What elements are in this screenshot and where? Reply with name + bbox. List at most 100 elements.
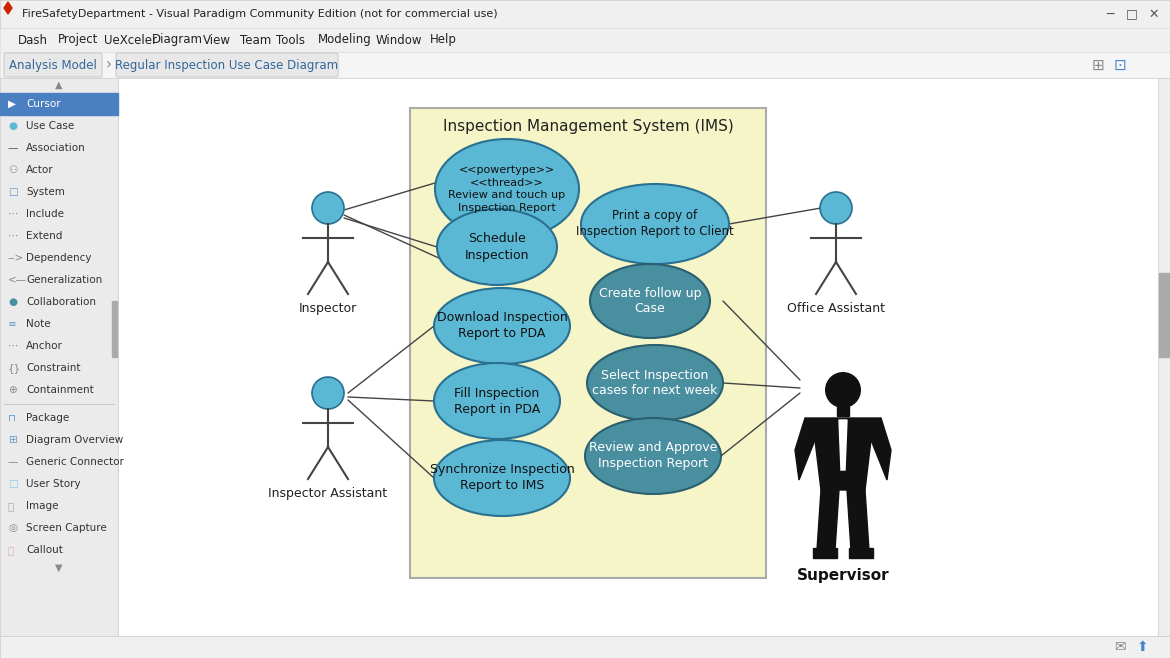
Circle shape [820, 192, 852, 224]
Text: ⊞: ⊞ [8, 435, 16, 445]
Text: □: □ [1126, 7, 1138, 20]
Text: Create follow up
Case: Create follow up Case [599, 286, 701, 315]
Text: ⚇: ⚇ [8, 165, 18, 175]
Text: Select Inspection
cases for next week: Select Inspection cases for next week [592, 368, 717, 397]
Text: Package: Package [26, 413, 69, 423]
Text: Note: Note [26, 319, 50, 329]
Text: Help: Help [431, 34, 456, 47]
Text: ●: ● [8, 297, 18, 307]
Polygon shape [849, 548, 873, 558]
Text: ≡: ≡ [8, 319, 16, 329]
Text: Modeling: Modeling [318, 34, 372, 47]
Text: ◎: ◎ [8, 523, 18, 533]
Text: <—: <— [8, 275, 27, 285]
Text: Include: Include [26, 209, 64, 219]
Text: Collaboration: Collaboration [26, 297, 96, 307]
Text: Synchronize Inspection
Report to IMS: Synchronize Inspection Report to IMS [429, 463, 574, 492]
Bar [118, 78, 1170, 636]
Bar [0, 52, 1170, 78]
Circle shape [825, 372, 861, 408]
Circle shape [312, 377, 344, 409]
Bar [410, 108, 766, 578]
Text: Print a copy of
Inspection Report to Client: Print a copy of Inspection Report to Cli… [576, 209, 734, 238]
Text: ▼: ▼ [55, 563, 63, 573]
Ellipse shape [438, 209, 557, 285]
Text: UeXceler: UeXceler [104, 34, 157, 47]
Text: Diagram Overview: Diagram Overview [26, 435, 123, 445]
Ellipse shape [585, 418, 721, 494]
Text: FireSafetyDepartment - Visual Paradigm Community Edition (not for commercial use: FireSafetyDepartment - Visual Paradigm C… [22, 9, 497, 19]
Text: ▲: ▲ [55, 80, 63, 90]
Text: ─: ─ [1107, 7, 1114, 20]
Polygon shape [813, 548, 837, 558]
Text: ▶: ▶ [8, 99, 16, 109]
Ellipse shape [581, 184, 729, 264]
Text: Supervisor: Supervisor [797, 568, 889, 583]
Text: Generic Connector: Generic Connector [26, 457, 124, 467]
Text: Review and Approve
Inspection Report: Review and Approve Inspection Report [589, 442, 717, 470]
Text: Diagram: Diagram [152, 34, 204, 47]
Text: Analysis Model: Analysis Model [9, 59, 97, 72]
Text: Schedule
Inspection: Schedule Inspection [464, 232, 529, 261]
Text: ⋯: ⋯ [8, 341, 19, 351]
Text: Regular Inspection Use Case Diagram: Regular Inspection Use Case Diagram [116, 59, 338, 72]
Polygon shape [4, 2, 12, 14]
Polygon shape [847, 490, 869, 550]
Text: Team: Team [240, 34, 271, 47]
Bar [1159, 273, 1169, 357]
Text: Extend: Extend [26, 231, 62, 241]
Text: Generalization: Generalization [26, 275, 102, 285]
Bar [0, 0, 1170, 28]
Text: Actor: Actor [26, 165, 54, 175]
Text: Fill Inspection
Report in PDA: Fill Inspection Report in PDA [454, 386, 541, 415]
Text: ⊞: ⊞ [1092, 57, 1104, 72]
Text: Inspector Assistant: Inspector Assistant [268, 487, 387, 500]
Text: ⬆: ⬆ [1136, 640, 1148, 654]
Polygon shape [815, 440, 870, 490]
Text: Association: Association [26, 143, 85, 153]
FancyBboxPatch shape [116, 53, 338, 77]
Ellipse shape [435, 139, 579, 239]
Bar [1158, 78, 1170, 636]
Polygon shape [794, 418, 815, 480]
Text: View: View [204, 34, 230, 47]
Text: User Story: User Story [26, 479, 81, 489]
Text: 💬: 💬 [8, 545, 14, 555]
Text: Use Case: Use Case [26, 121, 74, 131]
Polygon shape [817, 490, 839, 550]
Bar [112, 301, 117, 357]
Polygon shape [839, 420, 847, 470]
Text: Tools: Tools [276, 34, 305, 47]
Text: Image: Image [26, 501, 58, 511]
Text: Dash: Dash [18, 34, 48, 47]
Ellipse shape [587, 345, 723, 421]
Bar [0, 28, 1170, 52]
Bar [0, 93, 118, 115]
Ellipse shape [590, 264, 710, 338]
Text: ⊕: ⊕ [8, 385, 16, 395]
Text: ›: › [106, 57, 112, 72]
Text: Containment: Containment [26, 385, 94, 395]
Polygon shape [870, 418, 892, 480]
Text: {}: {} [8, 363, 21, 373]
Text: Project: Project [58, 34, 98, 47]
Text: ✉: ✉ [1114, 640, 1126, 654]
Ellipse shape [434, 288, 570, 364]
Text: ●: ● [8, 121, 18, 131]
Text: —: — [8, 143, 19, 153]
Text: Screen Capture: Screen Capture [26, 523, 106, 533]
Ellipse shape [434, 363, 560, 439]
Text: Window: Window [376, 34, 422, 47]
Text: ⋯: ⋯ [8, 209, 19, 219]
Text: ⊓: ⊓ [8, 413, 16, 423]
FancyBboxPatch shape [4, 53, 102, 77]
Text: Dependency: Dependency [26, 253, 91, 263]
Polygon shape [837, 406, 849, 416]
Text: Inspection Management System (IMS): Inspection Management System (IMS) [442, 118, 734, 134]
Text: Inspector: Inspector [298, 302, 357, 315]
Bar [0, 636, 1170, 658]
Bar [0, 78, 118, 636]
Text: ✕: ✕ [1149, 7, 1159, 20]
Text: -->: --> [8, 253, 25, 263]
Text: Constraint: Constraint [26, 363, 81, 373]
